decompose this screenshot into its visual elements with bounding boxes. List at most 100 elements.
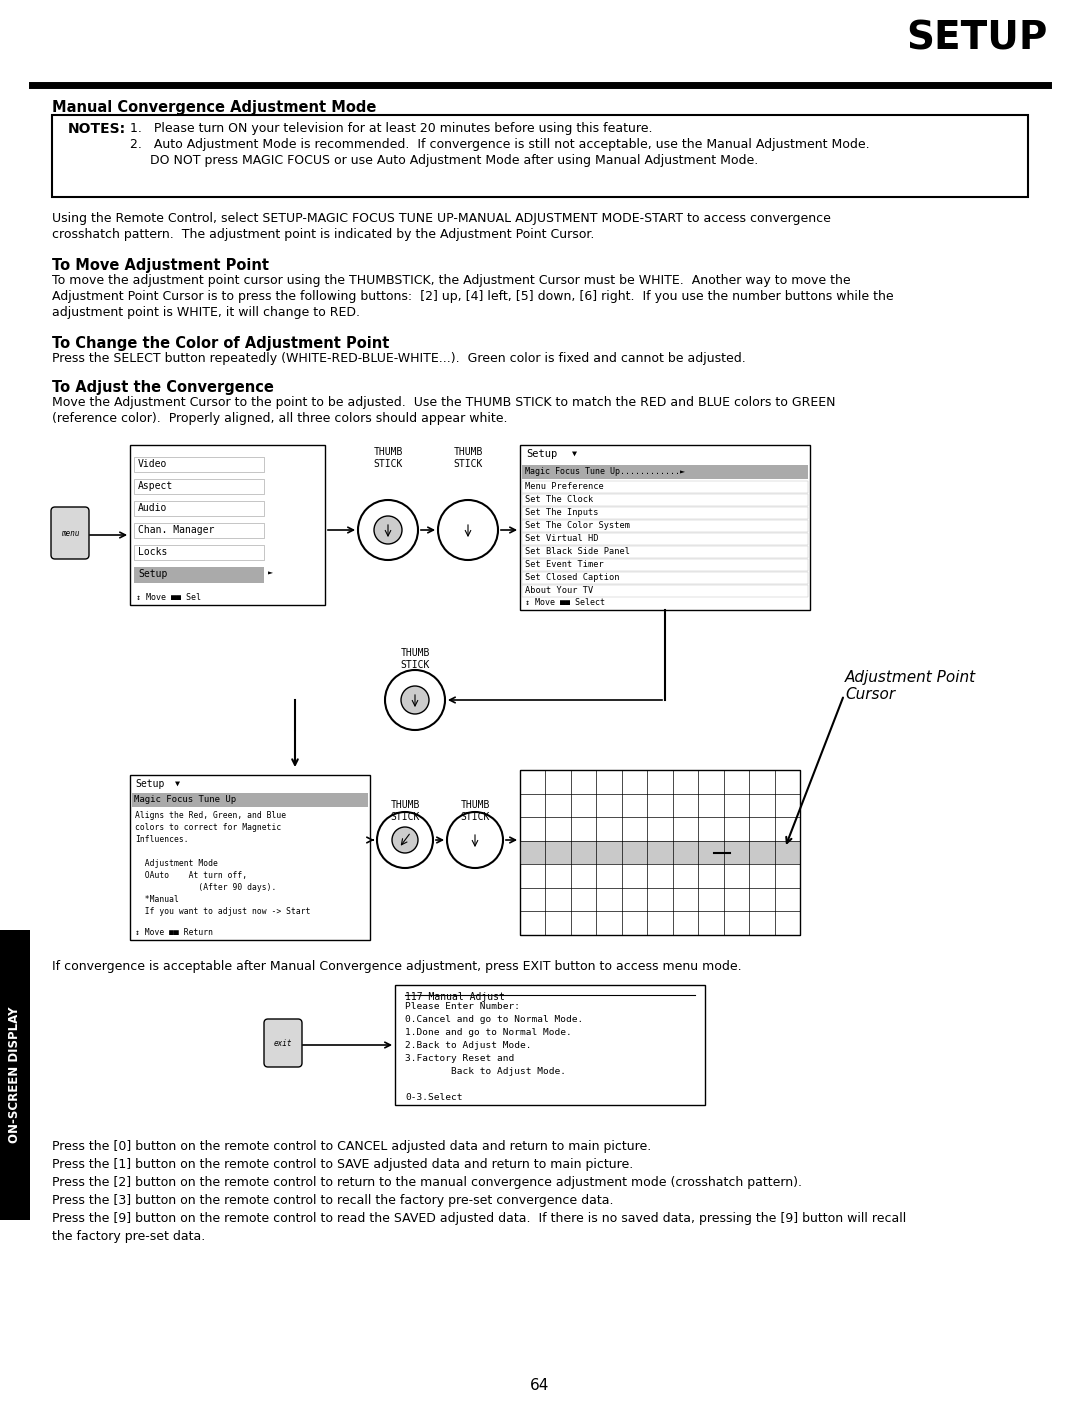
Text: ↕ Move ■■ Sel: ↕ Move ■■ Sel xyxy=(136,593,201,602)
Text: To Adjust the Convergence: To Adjust the Convergence xyxy=(52,380,274,396)
Text: Influences.: Influences. xyxy=(135,835,189,845)
Bar xyxy=(395,985,705,1106)
Bar xyxy=(134,523,264,537)
Bar xyxy=(134,501,264,516)
Bar xyxy=(522,506,808,519)
Bar xyxy=(132,793,368,807)
Text: THUMB
STICK: THUMB STICK xyxy=(454,448,483,469)
Text: ↕ Move ■■ Return: ↕ Move ■■ Return xyxy=(135,927,213,937)
Text: Aspect: Aspect xyxy=(138,481,173,491)
Text: Adjustment Point
Cursor: Adjustment Point Cursor xyxy=(845,671,976,703)
Text: 0.Cancel and go to Normal Mode.: 0.Cancel and go to Normal Mode. xyxy=(405,1014,583,1024)
Bar xyxy=(522,494,808,506)
Bar xyxy=(522,481,808,492)
Text: Menu Preference: Menu Preference xyxy=(525,483,604,491)
Text: Aligns the Red, Green, and Blue: Aligns the Red, Green, and Blue xyxy=(135,811,286,819)
Text: 1.Done and go to Normal Mode.: 1.Done and go to Normal Mode. xyxy=(405,1028,571,1037)
Bar xyxy=(522,533,808,544)
Circle shape xyxy=(447,812,503,868)
Text: (reference color).  Properly aligned, all three colors should appear white.: (reference color). Properly aligned, all… xyxy=(52,412,508,425)
Bar xyxy=(522,585,808,598)
Text: Set Virtual HD: Set Virtual HD xyxy=(525,535,598,543)
Text: Back to Adjust Mode.: Back to Adjust Mode. xyxy=(405,1068,566,1076)
Text: 0-3.Select: 0-3.Select xyxy=(405,1093,462,1101)
Bar xyxy=(519,445,810,610)
Text: Press the [1] button on the remote control to SAVE adjusted data and return to m: Press the [1] button on the remote contr… xyxy=(52,1157,633,1172)
Bar xyxy=(0,930,30,1221)
Text: THUMB
STICK: THUMB STICK xyxy=(460,800,489,822)
Text: Audio: Audio xyxy=(138,504,167,513)
Text: Press the [2] button on the remote control to return to the manual convergence a: Press the [2] button on the remote contr… xyxy=(52,1176,802,1188)
Circle shape xyxy=(401,686,429,714)
Text: (After 90 days).: (After 90 days). xyxy=(135,882,276,892)
Text: adjustment point is WHITE, it will change to RED.: adjustment point is WHITE, it will chang… xyxy=(52,306,360,318)
Text: Set Black Side Panel: Set Black Side Panel xyxy=(525,547,630,556)
Text: Press the SELECT button repeatedly (WHITE-RED-BLUE-WHITE...).  Green color is fi: Press the SELECT button repeatedly (WHIT… xyxy=(52,352,746,365)
Text: Set The Color System: Set The Color System xyxy=(525,521,630,530)
Text: THUMB
STICK: THUMB STICK xyxy=(374,448,403,469)
Text: Setup: Setup xyxy=(135,779,164,788)
Circle shape xyxy=(392,826,418,853)
Text: Press the [9] button on the remote control to read the SAVED adjusted data.  If : Press the [9] button on the remote contr… xyxy=(52,1212,906,1225)
FancyBboxPatch shape xyxy=(51,506,89,558)
Text: THUMB
STICK: THUMB STICK xyxy=(401,648,430,669)
Text: 117 Manual Adjust: 117 Manual Adjust xyxy=(405,992,504,1002)
Text: crosshatch pattern.  The adjustment point is indicated by the Adjustment Point C: crosshatch pattern. The adjustment point… xyxy=(52,229,594,241)
Text: To move the adjustment point cursor using the THUMBSTICK, the Adjustment Cursor : To move the adjustment point cursor usin… xyxy=(52,274,851,288)
Text: menu: menu xyxy=(60,529,79,537)
Bar xyxy=(134,544,264,560)
Text: 64: 64 xyxy=(530,1378,550,1393)
Text: Magic Focus Tune Up............►: Magic Focus Tune Up............► xyxy=(525,467,685,476)
Text: Set Closed Caption: Set Closed Caption xyxy=(525,572,620,582)
Text: ▼: ▼ xyxy=(175,779,180,788)
Bar xyxy=(130,774,370,940)
Text: Setup: Setup xyxy=(138,570,167,579)
Text: Magic Focus Tune Up: Magic Focus Tune Up xyxy=(134,796,237,804)
Text: Press the [3] button on the remote control to recall the factory pre-set converg: Press the [3] button on the remote contr… xyxy=(52,1194,613,1207)
Text: 1.   Please turn ON your television for at least 20 minutes before using this fe: 1. Please turn ON your television for at… xyxy=(130,122,652,135)
Bar xyxy=(522,521,808,532)
Text: Adjustment Point Cursor is to press the following buttons:  [2] up, [4] left, [5: Adjustment Point Cursor is to press the … xyxy=(52,290,893,303)
Bar xyxy=(522,572,808,584)
Bar xyxy=(519,770,800,934)
Text: If convergence is acceptable after Manual Convergence adjustment, press EXIT but: If convergence is acceptable after Manua… xyxy=(52,960,742,974)
Text: ↕ Move ■■ Select: ↕ Move ■■ Select xyxy=(525,598,605,607)
Bar xyxy=(130,445,325,605)
Text: Set Event Timer: Set Event Timer xyxy=(525,560,604,570)
Text: About Your TV: About Your TV xyxy=(525,586,593,595)
Bar xyxy=(52,115,1028,196)
Bar xyxy=(522,464,808,478)
Circle shape xyxy=(357,499,418,560)
Text: DO NOT press MAGIC FOCUS or use Auto Adjustment Mode after using Manual Adjustme: DO NOT press MAGIC FOCUS or use Auto Adj… xyxy=(130,154,758,167)
Text: ►: ► xyxy=(268,570,273,578)
Text: ON-SCREEN DISPLAY: ON-SCREEN DISPLAY xyxy=(9,1007,22,1143)
Text: To Change the Color of Adjustment Point: To Change the Color of Adjustment Point xyxy=(52,335,390,351)
Text: ▼: ▼ xyxy=(572,449,577,457)
Text: Locks: Locks xyxy=(138,547,167,557)
Text: Video: Video xyxy=(138,459,167,469)
Text: To Move Adjustment Point: To Move Adjustment Point xyxy=(52,258,269,274)
Text: 2.   Auto Adjustment Mode is recommended.  If convergence is still not acceptabl: 2. Auto Adjustment Mode is recommended. … xyxy=(130,137,869,152)
Circle shape xyxy=(374,516,402,544)
Bar xyxy=(522,558,808,571)
Text: Manual Convergence Adjustment Mode: Manual Convergence Adjustment Mode xyxy=(52,100,376,115)
Text: the factory pre-set data.: the factory pre-set data. xyxy=(52,1230,205,1243)
Text: Using the Remote Control, select SETUP-MAGIC FOCUS TUNE UP-MANUAL ADJUSTMENT MOD: Using the Remote Control, select SETUP-M… xyxy=(52,212,831,224)
Text: OAuto    At turn off,: OAuto At turn off, xyxy=(135,871,247,880)
Circle shape xyxy=(377,812,433,868)
Text: If you want to adjust now -> Start: If you want to adjust now -> Start xyxy=(135,906,311,916)
Text: 3.Factory Reset and: 3.Factory Reset and xyxy=(405,1054,514,1063)
Bar xyxy=(134,567,264,584)
Text: Adjustment Mode: Adjustment Mode xyxy=(135,859,218,868)
Bar xyxy=(519,840,800,864)
Text: 2.Back to Adjust Mode.: 2.Back to Adjust Mode. xyxy=(405,1041,531,1049)
Text: THUMB
STICK: THUMB STICK xyxy=(390,800,420,822)
Text: NOTES:: NOTES: xyxy=(68,122,126,136)
Text: Please Enter Number:: Please Enter Number: xyxy=(405,1002,519,1012)
Bar xyxy=(134,478,264,494)
Text: Set The Inputs: Set The Inputs xyxy=(525,508,598,516)
Circle shape xyxy=(384,671,445,730)
Text: Move the Adjustment Cursor to the point to be adjusted.  Use the THUMB STICK to : Move the Adjustment Cursor to the point … xyxy=(52,396,836,410)
FancyBboxPatch shape xyxy=(264,1019,302,1068)
Bar xyxy=(134,457,264,471)
